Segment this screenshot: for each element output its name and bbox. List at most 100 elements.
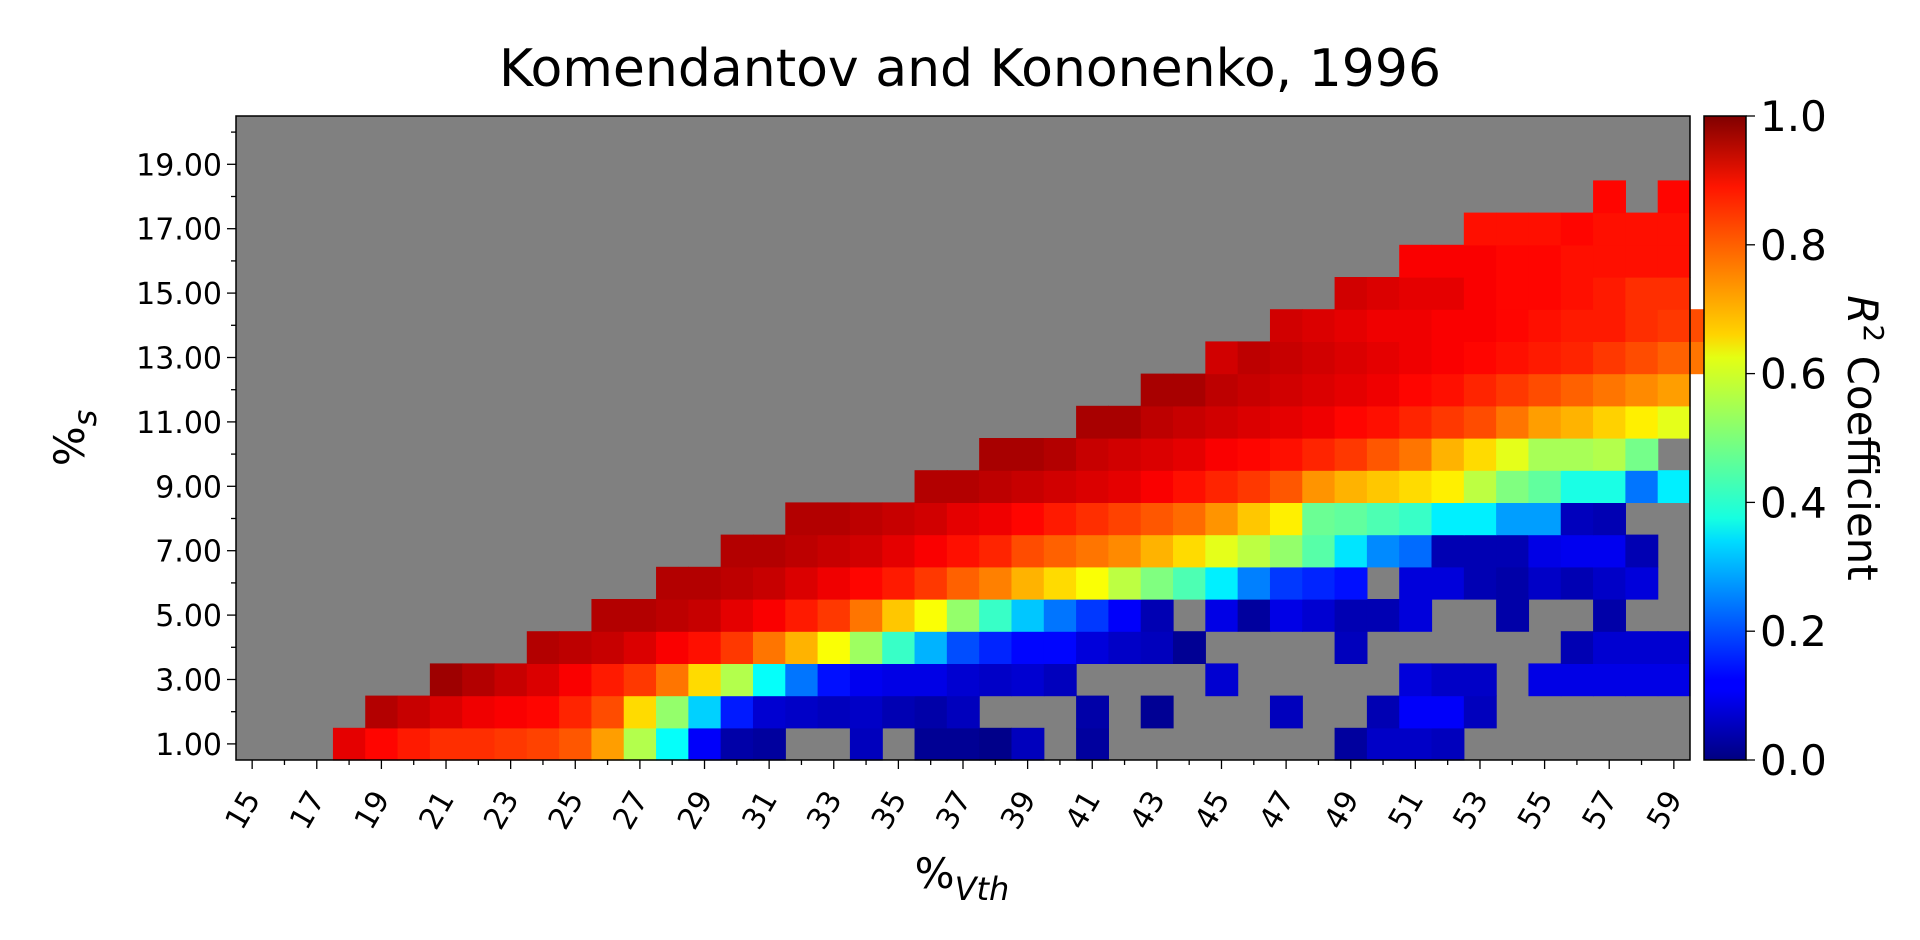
heatmap-cell (1108, 470, 1142, 503)
heatmap-cell (1205, 405, 1239, 439)
heatmap-cell (365, 695, 399, 729)
heatmap-cell (1496, 212, 1530, 246)
heatmap-cell (1560, 534, 1594, 568)
x-tick-label: 41 (1059, 785, 1108, 836)
heatmap-cell (1366, 309, 1400, 342)
heatmap-cell (946, 534, 980, 568)
colorbar-label-superscript: 2 (1857, 324, 1890, 342)
heatmap-cell (785, 502, 819, 536)
heatmap-cell (1366, 470, 1400, 503)
heatmap-cell (494, 727, 528, 761)
heatmap-cell (1302, 309, 1336, 342)
heatmap-cell (1463, 695, 1497, 729)
x-tick-label: 59 (1640, 785, 1689, 836)
heatmap-cell (1431, 244, 1465, 278)
heatmap-cell (1205, 373, 1239, 407)
heatmap-cell (1173, 502, 1206, 536)
heatmap-cell (591, 663, 625, 697)
heatmap-cell (1269, 405, 1303, 439)
heatmap-cell (656, 566, 689, 600)
x-tick-label: 35 (865, 785, 914, 836)
heatmap-cell (656, 631, 689, 664)
heatmap-cell (1140, 566, 1174, 600)
heatmap-cell (1043, 534, 1077, 568)
heatmap-cell (1334, 277, 1368, 310)
heatmap-cell (1011, 470, 1045, 503)
heatmap-cell (720, 695, 754, 729)
heatmap-cell (1593, 277, 1626, 310)
heatmap-cell (1043, 470, 1077, 503)
heatmap-cell (1205, 534, 1239, 568)
heatmap-cell (946, 631, 980, 664)
heatmap-cell (914, 663, 948, 697)
heatmap-cell (1528, 663, 1562, 697)
heatmap-cell (1366, 405, 1400, 439)
heatmap-cell (1625, 438, 1659, 471)
heatmap-cell (688, 631, 722, 664)
heatmap-cell (397, 695, 431, 729)
heatmap-cell (365, 727, 399, 761)
heatmap-cell (1334, 438, 1368, 471)
heatmap-cell (1205, 341, 1239, 375)
heatmap-cell (1237, 405, 1271, 439)
heatmap-cell (1528, 438, 1562, 471)
heatmap-cell (752, 534, 786, 568)
heatmap-cell (1366, 727, 1400, 761)
heatmap-cell (1560, 438, 1594, 471)
heatmap-cell (1463, 534, 1497, 568)
heatmap-cell (1593, 309, 1626, 342)
heatmap-cell (1496, 599, 1530, 632)
heatmap-cell (720, 727, 754, 761)
heatmap-cell (849, 631, 883, 664)
heatmap-cell (1528, 309, 1562, 342)
heatmap-cell (1528, 566, 1562, 600)
heatmap-cell (1108, 502, 1142, 536)
heatmap-cell (1657, 373, 1691, 407)
heatmap-cell (849, 599, 883, 632)
y-tick-label: 15.00 (136, 277, 222, 312)
heatmap-cell (752, 727, 786, 761)
heatmap-cell (1237, 502, 1271, 536)
heatmap-cell (1237, 599, 1271, 632)
heatmap-cell (1334, 534, 1368, 568)
heatmap-cell (946, 663, 980, 697)
heatmap-cell (1205, 438, 1239, 471)
heatmap-cell (462, 663, 496, 697)
heatmap-cell (688, 663, 722, 697)
heatmap-cell (1173, 470, 1206, 503)
heatmap-cell (1205, 566, 1239, 600)
heatmap-cell (1625, 373, 1659, 407)
heatmap-cell (849, 502, 883, 536)
heatmap-cell (817, 663, 851, 697)
heatmap-cell (1399, 599, 1433, 632)
y-tick-label: 9.00 (155, 470, 222, 505)
heatmap-cell (1593, 438, 1626, 471)
y-axis: 1.00 3.00 5.00 7.00 9.00 11.00 13.00 15.00 17.00… (136, 131, 236, 763)
heatmap-cell (1463, 373, 1497, 407)
heatmap-cell (1593, 341, 1626, 375)
x-tick-label: 49 (1317, 785, 1366, 836)
heatmap-cell (1334, 727, 1368, 761)
heatmap-cell (946, 566, 980, 600)
heatmap-cell (817, 534, 851, 568)
heatmap-cell (1366, 599, 1400, 632)
heatmap-cell (1269, 373, 1303, 407)
heatmap-cell (1076, 438, 1109, 471)
heatmap-cell (1528, 341, 1562, 375)
heatmap-cell (1205, 663, 1239, 697)
heatmap-cell (1431, 309, 1465, 342)
heatmap-cell (1528, 534, 1562, 568)
colorbar-label-r: R (1838, 295, 1887, 324)
heatmap-cell (1302, 405, 1336, 439)
x-tick-label: 19 (348, 785, 397, 836)
heatmap-cell (1269, 309, 1303, 342)
heatmap-cell (979, 663, 1013, 697)
heatmap-cell (1528, 373, 1562, 407)
heatmap-cell (1560, 341, 1594, 375)
heatmap-cell (979, 534, 1013, 568)
heatmap-cell (1496, 405, 1530, 439)
heatmap-cell (1593, 470, 1626, 503)
heatmap-cell (1431, 277, 1465, 310)
y-axis-label-main: % (45, 426, 94, 466)
heatmap-cell (526, 631, 560, 664)
